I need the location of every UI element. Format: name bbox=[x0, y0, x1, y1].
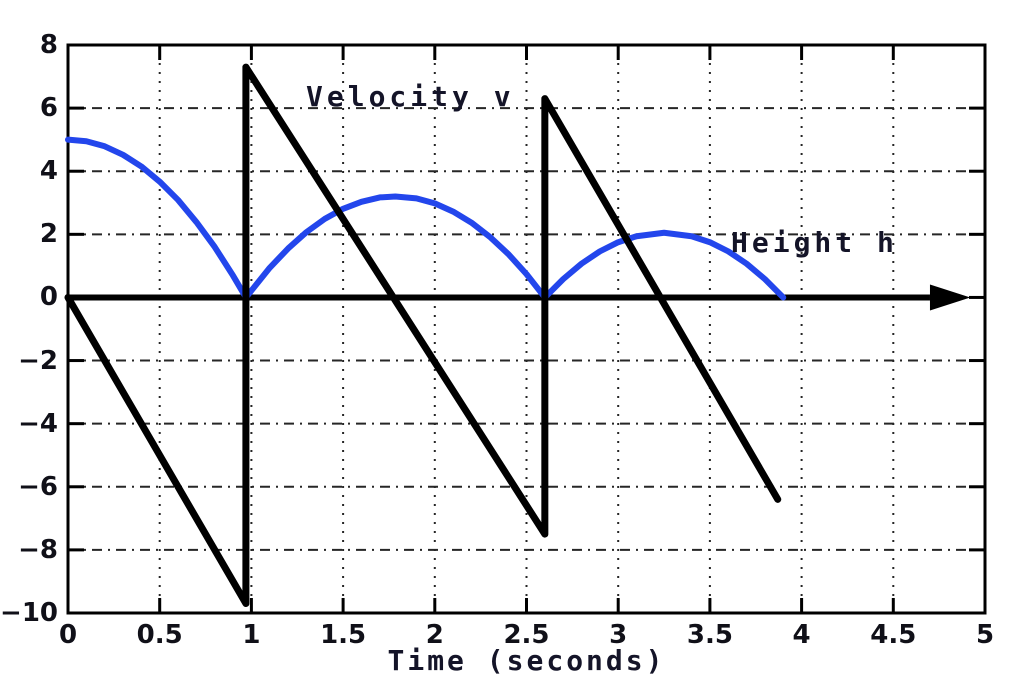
x-tick-label: 2 bbox=[425, 620, 444, 650]
x-tick-label: 3 bbox=[609, 620, 628, 650]
x-axis-title: Time (seconds) bbox=[387, 644, 666, 677]
y-tick-label: −6 bbox=[18, 471, 58, 502]
x-tick-label: 0.5 bbox=[136, 620, 183, 650]
height-h-line bbox=[65, 136, 787, 301]
velocity-v-line bbox=[64, 63, 782, 608]
x-tick-label: 4.5 bbox=[870, 620, 917, 650]
x-tick-label: 3.5 bbox=[686, 620, 733, 650]
x-tick-label: 4 bbox=[792, 620, 811, 650]
y-tick-label: 6 bbox=[39, 93, 58, 124]
y-tick-label: −8 bbox=[18, 534, 58, 565]
y-tick-label: 0 bbox=[39, 282, 58, 313]
y-tick-label: 2 bbox=[39, 219, 58, 250]
x-tick-label: 1 bbox=[242, 620, 261, 650]
x-axis-arrowhead bbox=[929, 284, 971, 311]
plot-border bbox=[66, 43, 987, 615]
y-tick-label: −2 bbox=[18, 345, 58, 376]
x-tick-label: 2.5 bbox=[503, 620, 550, 650]
x-tick-label: 0 bbox=[58, 620, 78, 650]
x-tick-label: 1.5 bbox=[320, 620, 367, 650]
velocity-series-label: Velocity v bbox=[306, 80, 515, 113]
y-tick-label: 8 bbox=[39, 30, 58, 60]
y-tick-label: −4 bbox=[18, 408, 58, 439]
y-tick-label: 4 bbox=[39, 156, 58, 187]
y-tick-label: −10 bbox=[0, 598, 58, 628]
x-tick-label: 5 bbox=[975, 620, 995, 650]
height-series-label: Height h bbox=[731, 226, 898, 259]
